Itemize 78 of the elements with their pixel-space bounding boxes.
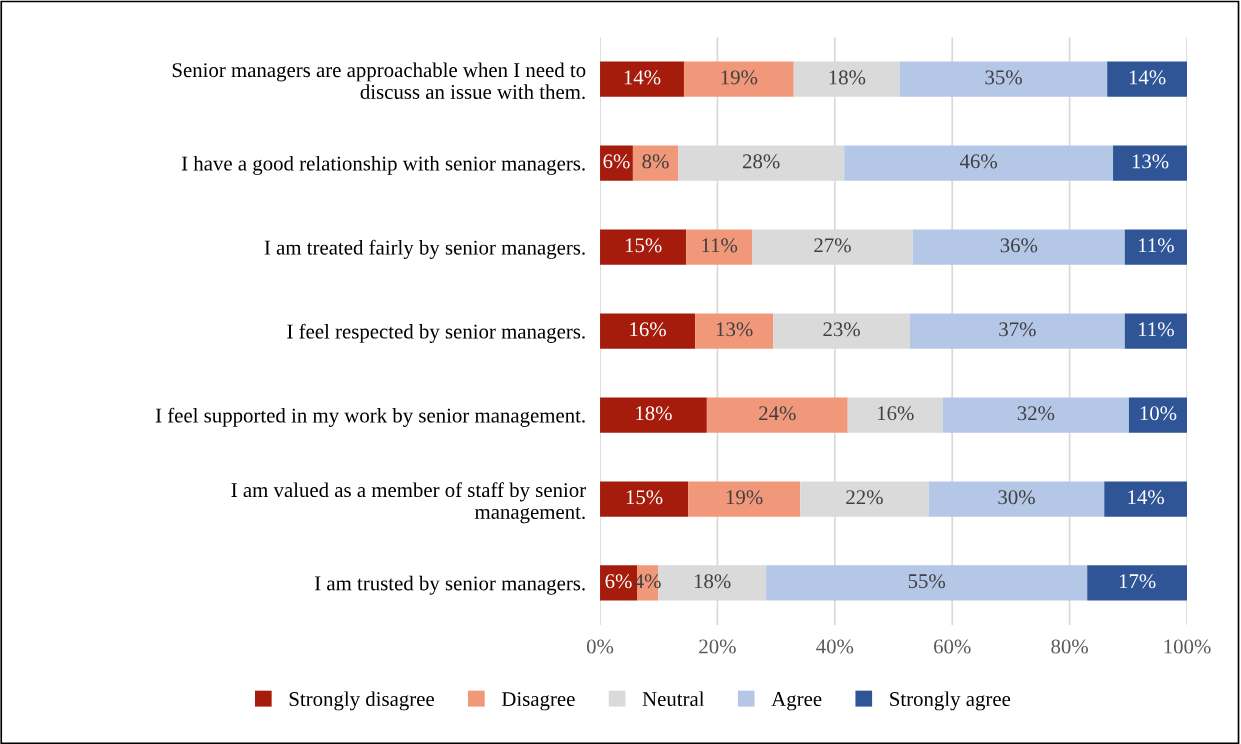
y-tick-label: I am treated fairly by senior managers. <box>264 239 585 259</box>
y-tick-label: I am valued as a member of staff by senior management. <box>231 482 586 524</box>
data-label: 16% <box>878 406 914 421</box>
data-label: 23% <box>823 322 860 337</box>
bar <box>632 145 679 181</box>
data-label: 6% <box>605 574 632 589</box>
bar <box>695 313 774 349</box>
bar <box>1124 313 1188 349</box>
data-label: 30% <box>998 490 1035 505</box>
bar <box>909 313 1125 349</box>
bar <box>688 481 801 517</box>
data-label: 18% <box>829 70 866 85</box>
data-label: 18% <box>694 574 731 589</box>
y-tick-label: I am trusted by senior managers. <box>314 575 585 595</box>
data-label: 55% <box>908 574 946 589</box>
bar <box>1087 565 1188 601</box>
data-label: 11% <box>1139 238 1174 253</box>
legend-label: Strongly agree <box>890 691 1011 711</box>
x-tick-label: 80% <box>1051 639 1088 654</box>
x-tick-label: 100% <box>1164 639 1211 654</box>
data-label: 46% <box>959 154 998 169</box>
data-label: 13% <box>716 322 753 337</box>
bar <box>1113 145 1188 181</box>
bar <box>600 397 707 433</box>
data-label: 19% <box>721 70 758 85</box>
bar <box>706 397 848 433</box>
bar <box>899 61 1108 97</box>
x-tick-label: 60% <box>934 639 971 654</box>
data-label: 36% <box>1000 238 1038 253</box>
data-label: 28% <box>742 154 780 169</box>
data-label: 8% <box>642 154 669 169</box>
data-label: 11% <box>702 238 738 253</box>
x-tick-label: 0% <box>586 639 614 654</box>
bar <box>847 397 943 433</box>
data-label: 19% <box>726 490 763 505</box>
data-label: 32% <box>1017 406 1055 421</box>
bar <box>766 565 1088 601</box>
x-tick-label: 40% <box>816 639 854 654</box>
data-label: 27% <box>814 238 851 253</box>
legend-label: Neutral <box>642 691 705 707</box>
bar <box>683 61 794 97</box>
bar <box>600 313 696 349</box>
data-label: 17% <box>1119 574 1156 589</box>
bar <box>844 145 1114 181</box>
data-label: 15% <box>626 490 663 505</box>
bar <box>1107 61 1188 97</box>
data-label: 14% <box>624 70 661 85</box>
y-tick-label: I feel respected by senior managers. <box>287 323 585 343</box>
bar <box>1124 229 1188 265</box>
y-tick-label: Senior managers are approachable when I need to discuss an issue with them. <box>172 62 586 100</box>
data-label: 15% <box>625 238 662 253</box>
data-label: 11% <box>1139 322 1174 337</box>
data-label: 13% <box>1132 154 1169 169</box>
data-label: 16% <box>630 322 666 337</box>
bar <box>1128 397 1188 433</box>
bar <box>942 397 1129 433</box>
bar <box>600 61 684 97</box>
legend-label: Agree <box>771 692 822 711</box>
bar <box>686 229 753 265</box>
y-tick-label: I feel supported in my work by senior management. <box>155 407 585 427</box>
y-tick-label: I have a good relationship with senior managers. <box>181 155 585 175</box>
data-label: 14% <box>1129 70 1166 85</box>
bar <box>600 229 687 265</box>
data-label: 35% <box>985 70 1022 85</box>
data-label: 37% <box>999 322 1036 337</box>
data-label: 10% <box>1140 406 1177 421</box>
bar <box>600 481 689 517</box>
data-label: 14% <box>1128 490 1165 505</box>
legend-label: Strongly disagree <box>289 691 434 711</box>
bar <box>928 481 1105 517</box>
data-label: 18% <box>636 406 672 421</box>
data-label: 6% <box>603 154 630 169</box>
bar <box>1104 481 1188 517</box>
legend-label: Disagree <box>501 692 575 711</box>
bar <box>912 229 1125 265</box>
data-label: 24% <box>759 406 796 421</box>
x-tick-label: 20% <box>699 639 736 654</box>
data-label: 22% <box>846 490 883 505</box>
